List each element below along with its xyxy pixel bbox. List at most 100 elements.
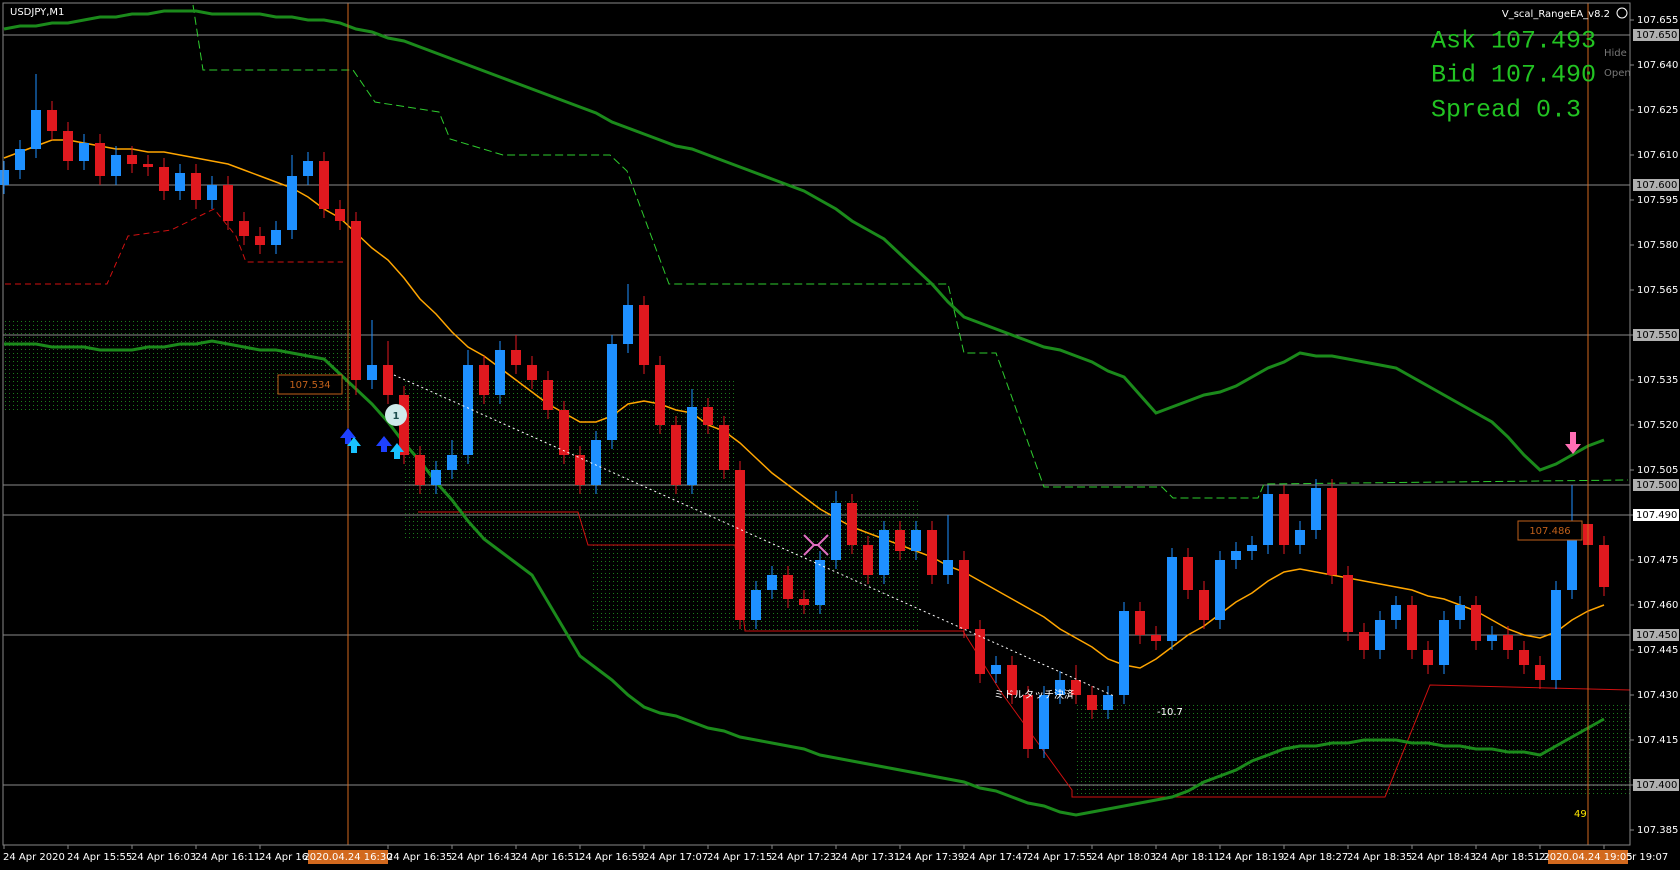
y-tick-label: 107.475	[1637, 555, 1678, 566]
candle-body	[1487, 635, 1497, 641]
y-tick-label: 107.430	[1637, 690, 1678, 701]
candle-body	[1151, 635, 1161, 641]
candles	[0, 74, 1609, 758]
candle-body	[1103, 695, 1113, 710]
x-tick-label: 24 Apr 15:55	[67, 852, 132, 863]
indicator-line	[3, 9, 1605, 472]
candle-body	[79, 143, 89, 161]
candle-body	[767, 575, 777, 590]
candle-body	[1023, 695, 1033, 749]
hide-button[interactable]: Hide	[1604, 48, 1627, 59]
last-price-box	[1517, 520, 1583, 541]
candle-body	[1567, 524, 1577, 590]
level-label-bg	[1633, 779, 1679, 791]
x-tick-label: 24 Apr 17:55	[1027, 852, 1092, 863]
candle-body	[1199, 590, 1209, 620]
candle-body	[159, 167, 169, 191]
y-tick-label: 107.640	[1637, 60, 1678, 71]
y-tick-label: 107.505	[1637, 465, 1678, 476]
candle-body	[223, 185, 233, 221]
x-tick-label: 24 Apr 2020	[3, 852, 65, 863]
candle-body	[1471, 605, 1481, 641]
candle-body	[655, 365, 665, 425]
candle-body	[1119, 611, 1129, 695]
x-tick-label: 24 Apr 16:19	[259, 852, 324, 863]
candle-body	[1087, 695, 1097, 710]
candle-body	[543, 380, 553, 410]
candle-body	[911, 530, 921, 551]
candle-body	[111, 155, 121, 176]
candle-body	[383, 365, 393, 395]
trade-badge	[385, 404, 407, 426]
candle-body	[639, 305, 649, 365]
open-button[interactable]: Open	[1604, 68, 1631, 79]
candle-body	[0, 170, 9, 185]
candle-body	[559, 410, 569, 455]
candle-body	[63, 131, 73, 161]
candle-body	[1311, 488, 1321, 530]
trade-number: 1	[393, 411, 400, 422]
candle-body	[367, 365, 377, 380]
x-tick-label: 24 Apr 17:15	[707, 852, 772, 863]
level-label-bg	[1633, 179, 1679, 191]
x-tick-label: 24 Apr 17:31	[835, 852, 900, 863]
candle-body	[847, 503, 857, 545]
candle-body	[47, 110, 57, 131]
candle-body	[815, 560, 825, 605]
candle-body	[415, 455, 425, 485]
candle-body	[1279, 494, 1289, 545]
candle-body	[303, 161, 313, 176]
candle-body	[15, 149, 25, 170]
candle-body	[975, 629, 985, 674]
candle-body	[527, 365, 537, 380]
candle-body	[671, 425, 681, 485]
x-tick-label: 24 Apr 18:11	[1155, 852, 1220, 863]
y-tick-label: 107.625	[1637, 105, 1678, 116]
candle-body	[719, 425, 729, 470]
candle-body	[271, 230, 281, 245]
candle-body	[943, 560, 953, 575]
candle-body	[431, 470, 441, 485]
ask-text: Ask 107.493	[1431, 27, 1596, 56]
entry-price-box	[277, 374, 343, 395]
x-tick-label: 24 Apr 18:27	[1283, 852, 1348, 863]
candle-body	[191, 173, 201, 200]
candle-body	[687, 407, 697, 485]
y-tick-label: 107.460	[1637, 600, 1678, 611]
candle-body	[1215, 560, 1225, 620]
candle-body	[495, 350, 505, 395]
entry-price: 107.534	[289, 380, 330, 391]
candle-body	[1039, 695, 1049, 749]
candle-body	[1439, 620, 1449, 665]
candle-body	[1263, 494, 1273, 545]
candle-body	[447, 455, 457, 470]
candle-body	[1503, 635, 1513, 650]
signal-arrows	[340, 428, 1581, 556]
green-step-line	[192, 4, 1629, 499]
level-label-bg	[1633, 29, 1679, 41]
candle-body	[783, 575, 793, 599]
y-tick-label: 107.535	[1637, 375, 1678, 386]
candle-body	[95, 143, 105, 176]
candle-body	[623, 305, 633, 344]
x-tick-label: 24 Apr 18:19	[1219, 852, 1284, 863]
candle-body	[1247, 545, 1257, 551]
x-tick-label: 24 Apr 18:43	[1411, 852, 1476, 863]
axis-bg	[1631, 0, 1680, 870]
candle-body	[575, 455, 585, 485]
time-marker-label: 2020.04.24 16:30	[303, 852, 392, 863]
ea-icon[interactable]	[1616, 7, 1628, 19]
candle-body	[607, 344, 617, 440]
candle-body	[831, 503, 841, 560]
candle-body	[1071, 680, 1081, 695]
candle-body	[207, 185, 217, 200]
candle-body	[927, 530, 937, 575]
level-label: 107.650	[1636, 30, 1677, 41]
level-label-bg	[1633, 329, 1679, 341]
candle-body	[895, 530, 905, 551]
bid-text: Bid 107.490	[1431, 61, 1596, 90]
candle-body	[319, 161, 329, 209]
level-label: 107.550	[1636, 330, 1677, 341]
